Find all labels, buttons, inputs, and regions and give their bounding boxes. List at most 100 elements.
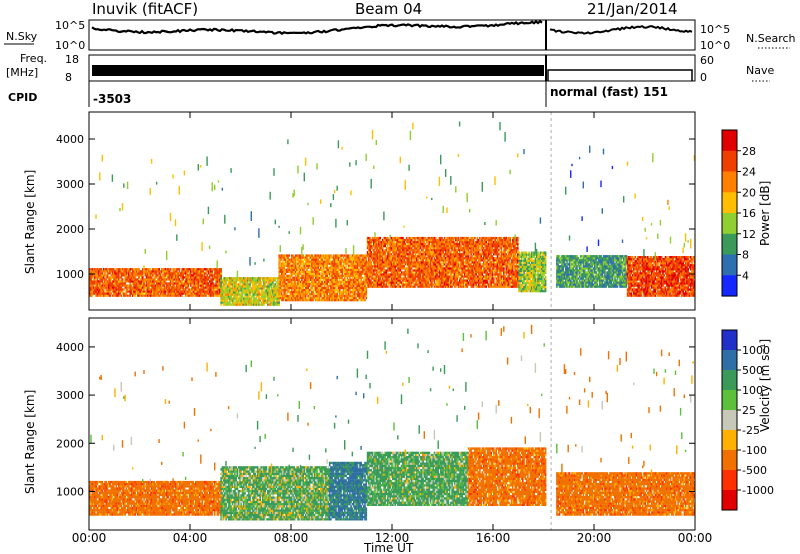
power-plot-cell-2923	[332, 280, 335, 284]
power-plot-cell-2138	[285, 270, 288, 273]
power-plot-cell-125	[100, 288, 102, 291]
power-plot-cell-2282	[294, 280, 297, 284]
power-plot-cell-2400	[301, 262, 303, 265]
power-plot-cell-225	[110, 288, 113, 291]
power-plot-cell-1236	[207, 278, 210, 281]
power-plot-cell-1114	[196, 276, 198, 279]
power-plot-cell-2572	[311, 256, 313, 259]
power-plot-cell-772	[163, 280, 166, 283]
power-plot-cell-1736	[253, 283, 255, 286]
power-plot-cell-2779	[323, 268, 326, 271]
power-plot-cell-2046	[280, 294, 283, 298]
power-plot-cell-4159	[402, 263, 404, 266]
power-plot-cell-1271	[211, 290, 214, 293]
power-plot-cell-663	[153, 292, 155, 295]
power-plot-cell-1749	[254, 283, 256, 286]
power-plot-cell-742	[161, 290, 163, 293]
power-plot-cell-1606	[240, 277, 243, 280]
power-plot-cell-445	[131, 278, 134, 281]
power-plot-cell-2559	[311, 282, 313, 286]
power-plot-cell-880	[173, 274, 176, 277]
power-plot-cell-1966	[275, 291, 278, 294]
power-plot-cell-380	[125, 286, 128, 289]
power-plot-cell-337	[120, 276, 123, 279]
power-plot-cell-1921	[272, 301, 274, 304]
power-plot-cell-1414	[222, 283, 225, 286]
power-plot-cell-1249	[208, 280, 211, 283]
power-plot-cell-174	[105, 290, 107, 293]
power-plot-cell-58	[94, 282, 96, 285]
power-plot-cell-443	[131, 282, 134, 285]
power-plot-cell-1810	[260, 291, 263, 294]
power-plot-cell-2374	[299, 270, 302, 273]
power-plot-cell-1342	[217, 282, 220, 285]
power-plot-cell-1609	[241, 299, 244, 302]
power-plot-cell-1030	[188, 288, 191, 291]
power-plot-cell-514	[138, 272, 140, 275]
power-plot-cell-2444	[303, 264, 306, 267]
power-plot-cell-2527	[308, 266, 311, 269]
power-plot-cell-850	[171, 282, 173, 285]
power-plot-cell-1007	[186, 280, 188, 283]
power-plot-cell-239	[111, 282, 114, 285]
power-plot-cell-2616	[315, 296, 317, 300]
power-plot-cell-2596	[313, 294, 316, 298]
power-plot-cell-2953	[333, 268, 336, 271]
power-plot-cell-538	[140, 276, 143, 279]
power-plot-cell-1800	[259, 285, 261, 288]
power-plot-cell-2447	[303, 256, 306, 259]
power-plot-cell-1079	[193, 290, 196, 293]
power-plot-cell-2905	[331, 274, 333, 277]
power-plot-cell-1832	[263, 297, 265, 300]
power-plot-cell-1074	[192, 272, 195, 275]
power-plot-cell-1466	[227, 289, 230, 292]
power-plot-cell-3115	[344, 284, 346, 288]
power-plot-cell-1513	[232, 303, 235, 306]
power-plot-cell-1400	[221, 285, 224, 288]
power-plot-cell-84	[96, 286, 99, 289]
power-plot-cell-1130	[197, 272, 200, 275]
power-plot-cell-712	[157, 270, 159, 273]
power-plot-cell-1629	[243, 283, 245, 286]
power-plot-cell-1245	[208, 288, 211, 291]
power-plot-cell-1610	[241, 297, 244, 300]
power-plot-cell-266	[114, 284, 116, 287]
power-plot-cell-1650	[245, 297, 248, 300]
power-plot-cell-1033	[188, 278, 191, 281]
power-plot-cell-2359	[298, 258, 301, 261]
power-plot-cell-9	[89, 276, 91, 279]
power-plot-cell-1206	[205, 290, 207, 293]
power-plot-cell-771	[163, 282, 166, 285]
power-plot-cell-2032	[279, 276, 282, 279]
power-plot-cell-795	[166, 286, 168, 289]
power-plot-cell-2303	[296, 284, 298, 288]
power-plot-cell-611	[148, 286, 150, 289]
power-plot-cell-273	[114, 270, 116, 273]
power-plot-cell-1473	[229, 303, 231, 306]
power-plot-cell-2266	[293, 266, 296, 269]
power-plot-cell-1313	[215, 282, 217, 285]
power-plot-cell-1075	[192, 270, 195, 273]
power-plot-cell-459	[133, 278, 135, 281]
power-plot-cell-2626	[315, 274, 317, 277]
power-plot-cell-3085	[341, 264, 344, 267]
power-plot-cell-2186	[288, 258, 291, 261]
power-plot-cell-796	[166, 284, 168, 287]
power-plot-cell-3266	[352, 284, 355, 288]
power-plot-cell-3353	[357, 290, 360, 294]
power-plot-cell-1195	[203, 288, 206, 291]
power-plot-cell-2178	[288, 276, 291, 279]
power-plot-cell-151	[102, 290, 105, 293]
power-plot-cell-1781	[258, 301, 260, 304]
power-plot-cell-1046	[190, 278, 192, 281]
power-plot-cell-800	[166, 272, 168, 275]
power-plot-cell-4401	[414, 238, 417, 242]
power-plot-cell-308	[118, 282, 120, 285]
power-plot-cell-2341	[298, 294, 301, 298]
power-plot-cell-3009	[337, 296, 340, 300]
power-plot-cell-1171	[201, 276, 203, 279]
power-plot-cell-2911	[331, 262, 333, 265]
power-plot-cell-567	[144, 294, 147, 297]
power-plot-cell-2965	[335, 292, 337, 296]
power-plot-cell-917	[177, 286, 179, 289]
